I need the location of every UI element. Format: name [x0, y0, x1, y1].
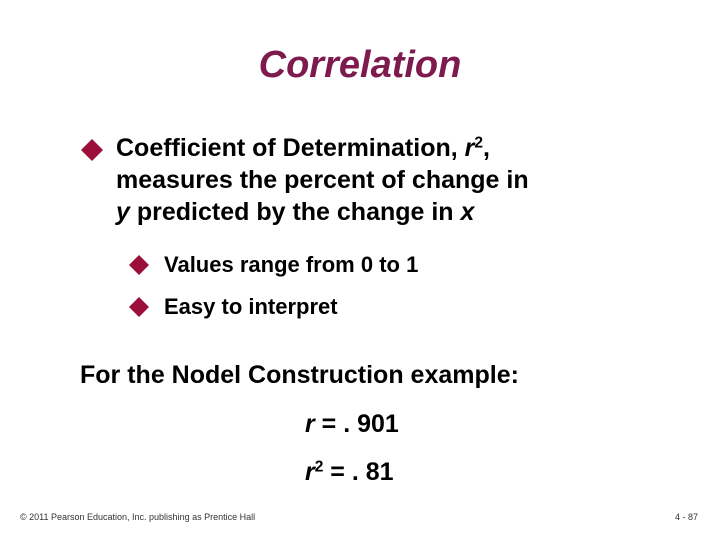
- text: y: [116, 198, 130, 226]
- text: ,: [483, 134, 490, 162]
- superscript: 2: [314, 458, 324, 476]
- bullet-line: Coefficient of Determination, r2,: [116, 134, 490, 163]
- text: Coefficient of Determination,: [116, 134, 465, 162]
- equation: r = . 901: [305, 410, 399, 439]
- text: predicted by the change in: [129, 198, 461, 226]
- text: r: [305, 458, 315, 486]
- text: r: [305, 410, 315, 438]
- bullet-diamond: [129, 255, 149, 275]
- bullet-diamond: [129, 297, 149, 317]
- text: measures the percent of change in: [116, 166, 529, 194]
- text: r: [464, 134, 475, 162]
- sub-bullet: Easy to interpret: [164, 294, 338, 319]
- bullet-line: measures the percent of change in: [116, 166, 529, 195]
- text: = . 81: [323, 458, 394, 486]
- text: = . 901: [314, 410, 399, 438]
- superscript: 2: [474, 134, 483, 152]
- example-heading: For the Nodel Construction example:: [80, 361, 519, 389]
- footer-copyright: © 2011 Pearson Education, Inc. publishin…: [20, 512, 256, 522]
- equation: r2 = . 81: [305, 458, 394, 487]
- sub-bullet: Values range from 0 to 1: [164, 252, 419, 277]
- bullet-line: y predicted by the change in x: [116, 198, 474, 227]
- page-number: 4 - 87: [674, 512, 698, 522]
- slide-title: Correlation: [258, 44, 462, 86]
- text: x: [460, 198, 475, 226]
- bullet-diamond: [81, 139, 103, 161]
